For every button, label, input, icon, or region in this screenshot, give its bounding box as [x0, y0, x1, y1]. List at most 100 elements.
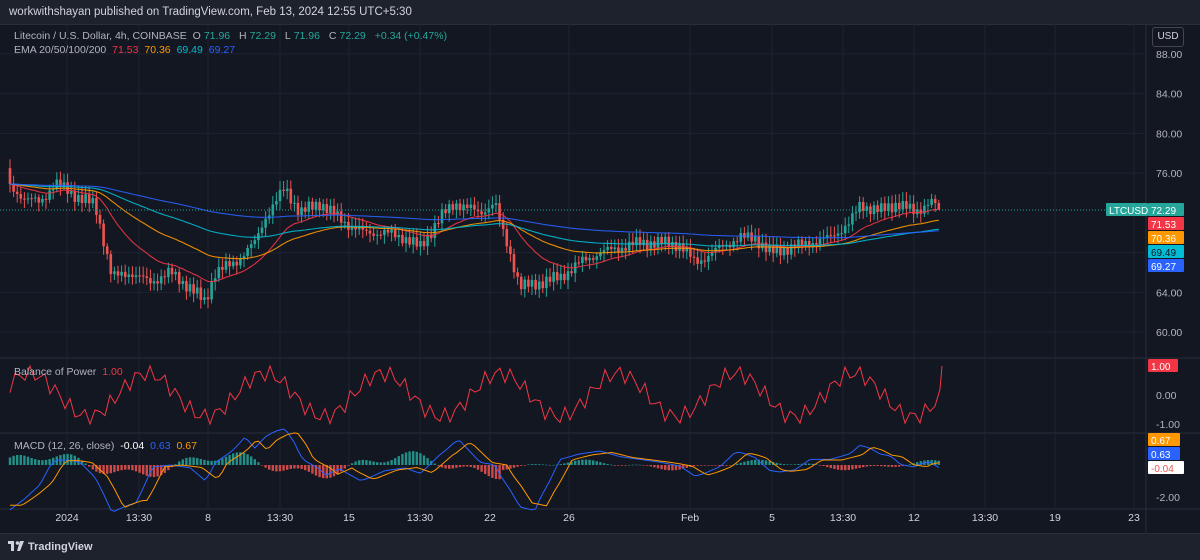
macd-bar — [16, 455, 19, 465]
macd-bar — [156, 465, 159, 477]
candle-body — [170, 267, 174, 275]
macd-bar — [242, 452, 246, 465]
tradingview-logo[interactable]: TradingView — [8, 541, 93, 553]
macd-bar — [620, 465, 624, 466]
candle-body — [300, 207, 303, 216]
macd-bar — [278, 465, 282, 472]
candle-body — [77, 195, 80, 202]
candle-body — [537, 281, 541, 290]
candle-body — [163, 276, 167, 278]
macd-bar — [836, 465, 840, 470]
candle-body — [609, 246, 613, 249]
ohlc-low: L 71.96 — [284, 30, 320, 42]
candle-body — [858, 201, 861, 213]
candle-body — [325, 204, 329, 213]
macd-bar — [304, 465, 307, 471]
ema-axis-label: 69.27 — [1151, 262, 1176, 273]
macd-bar — [12, 455, 15, 465]
macd-bar — [466, 465, 469, 467]
candle-body — [746, 232, 750, 238]
macd-bar — [718, 465, 721, 466]
time-axis-label: Feb — [681, 512, 699, 524]
macd-bar — [120, 465, 123, 471]
candle-body — [69, 190, 73, 194]
macd-bar — [599, 462, 602, 465]
candle-body — [473, 204, 476, 210]
candle-body — [404, 237, 408, 244]
candle-body — [671, 242, 674, 248]
candle-body — [570, 271, 573, 274]
macd-bar — [700, 465, 703, 466]
time-axis-label: 26 — [563, 512, 575, 524]
macd-histogram-value: -0.04 — [120, 440, 145, 452]
symbol-legend[interactable]: Litecoin / U.S. Dollar, 4h, COINBASE O 71… — [14, 30, 450, 42]
candle-body — [419, 241, 422, 247]
candle-body — [401, 234, 404, 244]
macd-bar — [188, 457, 192, 465]
macd-bar — [124, 465, 127, 470]
macd-bar — [145, 465, 148, 476]
candle-body — [876, 205, 879, 213]
candle-body — [8, 168, 12, 185]
candle-body — [307, 201, 311, 212]
macd-bar — [552, 464, 555, 466]
macd-bar — [239, 452, 242, 465]
candle-body — [591, 258, 595, 260]
candle-body — [642, 239, 645, 246]
candle-body — [285, 188, 289, 191]
macd-bar — [199, 458, 202, 465]
macd-bar — [743, 461, 746, 465]
currency-button[interactable]: USD — [1152, 27, 1184, 47]
candle-body — [926, 204, 930, 206]
candle-body — [595, 256, 599, 260]
macd-bar — [761, 459, 764, 465]
candle-body — [55, 179, 59, 190]
macd-line-axis-label: 0.63 — [1151, 450, 1171, 461]
candle-body — [703, 260, 707, 262]
macd-bar — [746, 460, 750, 465]
macd-bar — [372, 461, 375, 465]
macd-bar — [206, 460, 210, 465]
candle-body — [512, 254, 516, 273]
macd-bar — [473, 465, 476, 468]
candle-body — [833, 235, 836, 237]
macd-bar — [894, 465, 897, 467]
bop-line — [9, 364, 943, 426]
macd-bar — [433, 463, 436, 465]
candle-body — [271, 204, 275, 216]
candle-body — [462, 204, 465, 211]
macd-bar — [559, 464, 562, 465]
candle-body — [339, 211, 343, 223]
macd-bar — [710, 465, 714, 466]
candle-body — [757, 236, 761, 249]
macd-bar — [764, 460, 768, 465]
price-axis-tick: 64.00 — [1156, 287, 1182, 299]
candle-body — [627, 241, 631, 251]
candle-body — [483, 212, 487, 215]
candle-body — [59, 179, 62, 187]
candle-body — [84, 194, 87, 204]
ema-legend[interactable]: EMA 20/50/100/200 71.53 70.36 69.49 69.2… — [14, 44, 238, 56]
candle-body — [44, 198, 48, 200]
macd-bar — [152, 465, 156, 478]
macd-bar — [660, 465, 663, 470]
ema-20-value: 71.53 — [112, 44, 139, 56]
candle-body — [509, 246, 512, 255]
macd-legend[interactable]: MACD (12, 26, close) -0.04 0.63 0.67 — [14, 440, 200, 452]
candle-body — [768, 245, 771, 253]
macd-bar — [462, 465, 465, 467]
macd-bar — [300, 465, 303, 469]
macd-bar — [458, 465, 462, 468]
ema-axis-label-bg — [1148, 216, 1184, 230]
time-axis-label: 13:30 — [126, 512, 152, 524]
candle-body — [566, 271, 570, 281]
ema-50-value: 70.36 — [144, 44, 171, 56]
macd-bar — [163, 465, 166, 473]
bop-legend[interactable]: Balance of Power 1.00 — [14, 366, 126, 378]
candle-body — [249, 244, 253, 249]
candle-body — [840, 233, 843, 235]
candle-body — [897, 202, 901, 210]
candle-body — [19, 194, 23, 199]
